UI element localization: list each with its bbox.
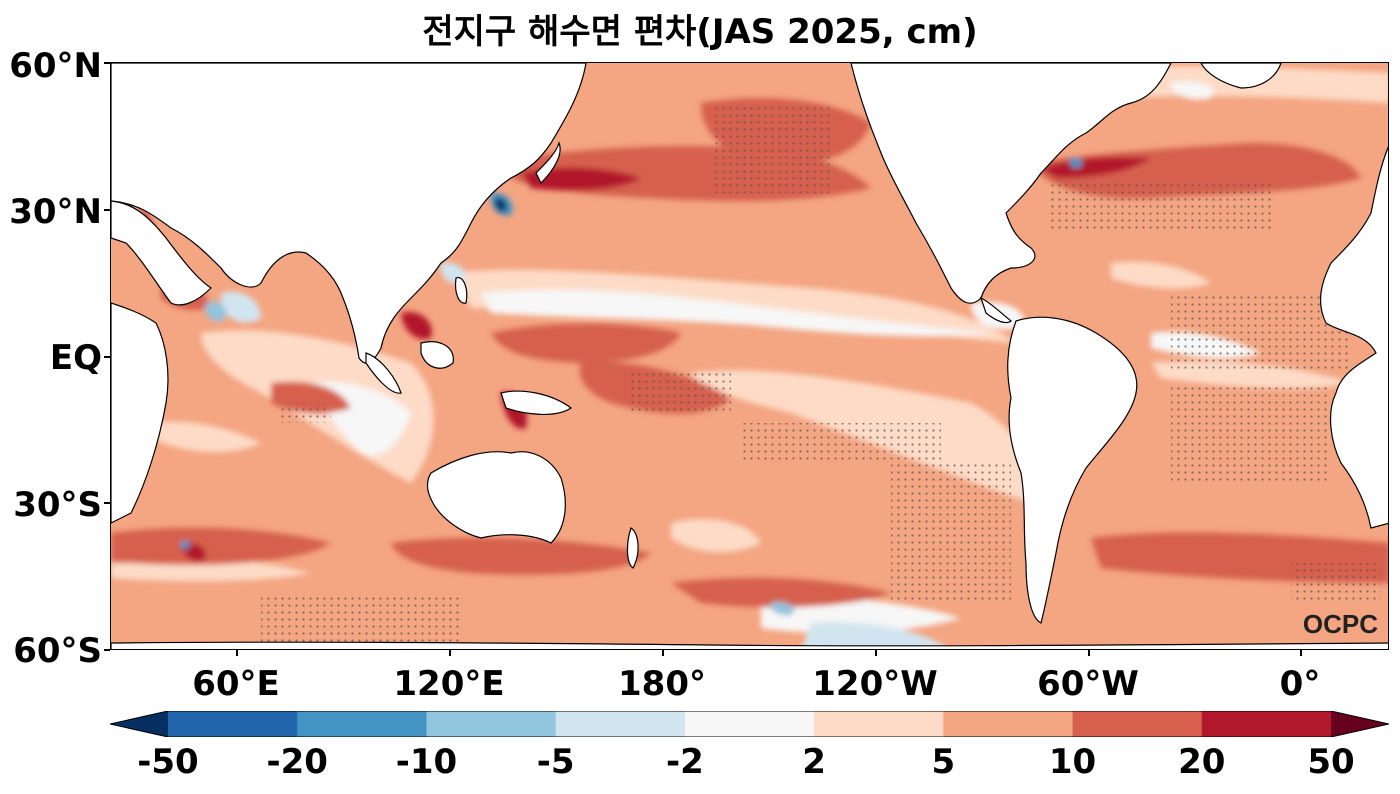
lat-label-eq: EQ <box>49 338 102 378</box>
lat-tick <box>104 209 110 211</box>
lat-tick <box>104 62 110 64</box>
colorbar-tick-label: 2 <box>802 742 826 782</box>
colorbar-segment <box>168 711 298 737</box>
colorbar-segment <box>1072 711 1203 737</box>
land-arabia <box>111 200 212 306</box>
colorbar-tick-label: 10 <box>1048 742 1097 782</box>
land-africa <box>111 302 169 524</box>
lon-label-60e: 60°E <box>192 664 280 704</box>
land-new-zealand <box>626 527 639 569</box>
colorbar-segment <box>684 711 815 737</box>
lon-label-120w: 120°W <box>812 664 938 704</box>
land-africa-west <box>1320 146 1388 529</box>
colorbar-extend-min <box>110 711 168 737</box>
colorbar <box>110 711 1389 737</box>
lon-tick <box>875 650 877 656</box>
lon-tick <box>1088 650 1090 656</box>
lat-label-30n: 30°N <box>9 192 102 232</box>
colorbar-tick-label: 20 <box>1178 742 1226 782</box>
lat-label-60s: 60°S <box>13 631 102 671</box>
colorbar-segment <box>297 711 427 737</box>
lon-tick <box>662 650 664 656</box>
land-masses <box>111 63 1388 649</box>
colorbar-segment <box>814 711 944 737</box>
land-north-america <box>850 63 1172 304</box>
colorbar-segment <box>943 711 1074 737</box>
map-canvas: OCPC <box>111 63 1388 649</box>
colorbar-tick-label: -10 <box>395 742 458 782</box>
land-philippines <box>454 277 468 304</box>
significance-stippling <box>261 103 1381 643</box>
land-antarctica <box>111 641 1388 649</box>
colorbar-segment <box>1201 711 1332 737</box>
colorbar-tick-label: 5 <box>931 742 956 782</box>
colorbar-segment <box>555 711 686 737</box>
land-borneo <box>420 341 454 369</box>
land-sumatra <box>365 352 402 394</box>
lon-label-120e: 120°E <box>393 664 505 704</box>
lon-label-0: 0° <box>1279 664 1321 704</box>
land-japan <box>535 141 561 185</box>
land-south-america <box>1007 316 1138 624</box>
chart-title: 전지구 해수면 편차(JAS 2025, cm) <box>422 12 978 52</box>
lat-label-60n: 60°N <box>9 46 102 86</box>
sea-level-anomaly-map: OCPC <box>110 62 1389 650</box>
watermark-label: OCPC <box>1303 609 1378 639</box>
lon-label-180: 180° <box>618 664 706 704</box>
lat-label-30s: 30°S <box>13 485 102 525</box>
colorbar-extend-max <box>1331 711 1389 737</box>
lat-tick <box>104 502 110 504</box>
colorbar-tick-label: -50 <box>137 742 199 782</box>
colorbar-tick-label: -2 <box>665 742 704 782</box>
land-central-america <box>979 296 1012 324</box>
lon-tick <box>236 650 238 656</box>
colorbar-tick-label: -5 <box>536 742 575 782</box>
land-new-guinea <box>500 390 573 416</box>
colorbar-segment <box>426 711 557 737</box>
colorbar-tick-label: -20 <box>266 742 328 782</box>
colorbar-tick-label: 50 <box>1307 742 1355 782</box>
lon-tick <box>449 650 451 656</box>
lon-label-60w: 60°W <box>1037 664 1139 704</box>
land-australia <box>426 451 566 544</box>
lat-tick <box>104 649 110 651</box>
land-greenland <box>1200 63 1282 89</box>
lat-tick <box>104 356 110 358</box>
lon-tick <box>1300 650 1302 656</box>
